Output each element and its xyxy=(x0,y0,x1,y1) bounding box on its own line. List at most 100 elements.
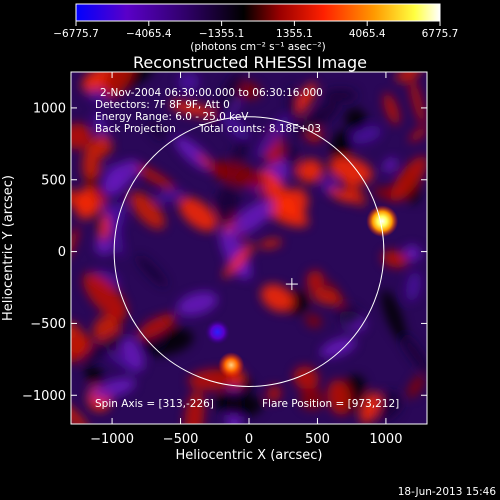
ripple-blob xyxy=(210,161,267,189)
colorbar-unit-label: (photons cm⁻² s⁻¹ asec⁻²) xyxy=(190,41,325,53)
bright-source xyxy=(366,205,399,238)
detectors-label: Detectors: 7F 8F 9F, Att 0 xyxy=(95,99,230,111)
ripple-blob xyxy=(95,237,113,255)
ripple-blob xyxy=(83,272,128,320)
ripple-blob xyxy=(397,329,427,377)
ripple-blob xyxy=(359,391,381,424)
y-tick-label: 0 xyxy=(58,245,66,260)
y-tick-label: 1000 xyxy=(33,101,66,116)
ripple-blob xyxy=(136,255,168,287)
ripple-blob xyxy=(259,169,296,214)
time-range-label: 2-Nov-2004 06:30:00.000 to 06:30:16.000 xyxy=(100,87,323,99)
y-tick-label: −1000 xyxy=(22,389,66,404)
ripple-blob xyxy=(81,329,131,363)
x-axis-label: Heliocentric X (arcsec) xyxy=(176,448,323,463)
colorbar-tick-label: −4065.4 xyxy=(126,28,172,40)
ripple-blob xyxy=(381,289,406,341)
ripple-blob xyxy=(102,160,139,193)
ripple-blob xyxy=(320,337,357,358)
ripple-blob xyxy=(395,72,423,83)
axis-ticks: −1000 −500 0 500 1000 −1000 −500 0 500 1000 xyxy=(22,72,427,447)
ripple-blob xyxy=(260,284,294,312)
ripple-blob xyxy=(383,92,400,125)
ripple-blob xyxy=(184,390,205,424)
ripple-blob xyxy=(177,291,218,316)
ripple-blob xyxy=(351,125,382,144)
intensity-pattern xyxy=(71,72,427,424)
ripple-blob xyxy=(154,189,185,203)
flare-position-label: Flare Position = [973,212] xyxy=(262,398,399,410)
total-counts-label: Total counts: 8.18E+03 xyxy=(198,123,321,135)
ripple-blob xyxy=(390,156,427,202)
ripple-blob xyxy=(344,107,367,131)
x-tick-label: −500 xyxy=(163,432,199,447)
ripple-blob xyxy=(409,75,426,127)
x-tick-label: 1000 xyxy=(369,432,402,447)
ripple-blob xyxy=(297,159,324,183)
ripple-blob xyxy=(71,226,79,261)
ripple-blob xyxy=(212,72,244,126)
ripple-blob xyxy=(381,250,409,268)
ripple-blob xyxy=(312,289,340,305)
ripple-blob xyxy=(178,72,200,92)
x-tick-label: −1000 xyxy=(90,432,134,447)
sources xyxy=(204,205,399,379)
method-label: Back Projection xyxy=(95,123,176,135)
ripple-blob xyxy=(258,238,283,249)
ripple-blob xyxy=(266,385,282,402)
ripple-blob xyxy=(82,143,101,182)
colorbar-tick-label: 1355.1 xyxy=(276,28,313,40)
ripple-blob xyxy=(169,101,215,117)
ripple-blob xyxy=(327,379,352,416)
ripple-blob xyxy=(329,188,357,203)
ripple-blob xyxy=(306,270,325,293)
ripple-blob xyxy=(406,271,421,302)
ripple-blob xyxy=(136,313,177,339)
energy-range-label: Energy Range: 6.0 - 25.0 keV xyxy=(95,111,249,123)
ripple-blob xyxy=(255,114,290,159)
y-tick-label: −500 xyxy=(30,317,66,332)
ripple-blob xyxy=(92,377,136,399)
ripple-blob xyxy=(214,391,263,417)
ripple-blob xyxy=(219,228,250,279)
colorbar-ticks: −6775.7 −4065.4 −1355.1 1355.1 4065.4 6775.7 xyxy=(53,21,458,40)
solar-limb xyxy=(113,116,385,387)
ripple-blob xyxy=(409,127,427,142)
ripple-blob xyxy=(336,305,361,327)
ripple-blob xyxy=(103,72,135,99)
ripple-blob xyxy=(299,388,325,410)
ripple-blob xyxy=(98,213,109,246)
ripple-blob xyxy=(407,374,424,399)
ripple-blob xyxy=(323,88,358,103)
ripple-blob xyxy=(383,157,397,173)
x-tick-label: 0 xyxy=(245,432,253,447)
colorbar-tick-label: −1355.1 xyxy=(199,28,245,40)
spin-axis-marker xyxy=(285,278,298,291)
ripple-blob xyxy=(331,130,353,161)
colorbar-tick-label: 6775.7 xyxy=(422,28,459,40)
ripple-blob xyxy=(305,314,322,328)
ripple-blob xyxy=(148,121,166,140)
ripple-blob xyxy=(404,245,422,262)
colorbar xyxy=(75,3,441,22)
ripple-blob xyxy=(221,113,250,141)
ripple-blob xyxy=(178,197,217,232)
dark-source xyxy=(204,319,231,346)
ripple-blob xyxy=(118,333,145,371)
footer-date: 18-Jun-2013 15:46 xyxy=(398,486,497,498)
y-axis-label: Heliocentric Y (arcsec) xyxy=(1,175,16,321)
x-tick-label: 500 xyxy=(305,432,330,447)
chart-title: Reconstructed RHESSI Image xyxy=(133,53,367,72)
ripple-blob xyxy=(130,191,165,230)
ripple-blob xyxy=(231,199,274,236)
spin-axis-label: Spin Axis = [313,-226] xyxy=(95,398,214,410)
image-plot xyxy=(71,72,427,424)
ripple-blob xyxy=(287,85,299,120)
bright-source xyxy=(218,352,245,379)
ripple-blob xyxy=(293,366,319,391)
ripple-blob xyxy=(286,143,299,180)
ripple-blob xyxy=(71,123,92,150)
ripple-blob xyxy=(344,177,366,207)
colorbar-tick-label: 4065.4 xyxy=(349,28,386,40)
